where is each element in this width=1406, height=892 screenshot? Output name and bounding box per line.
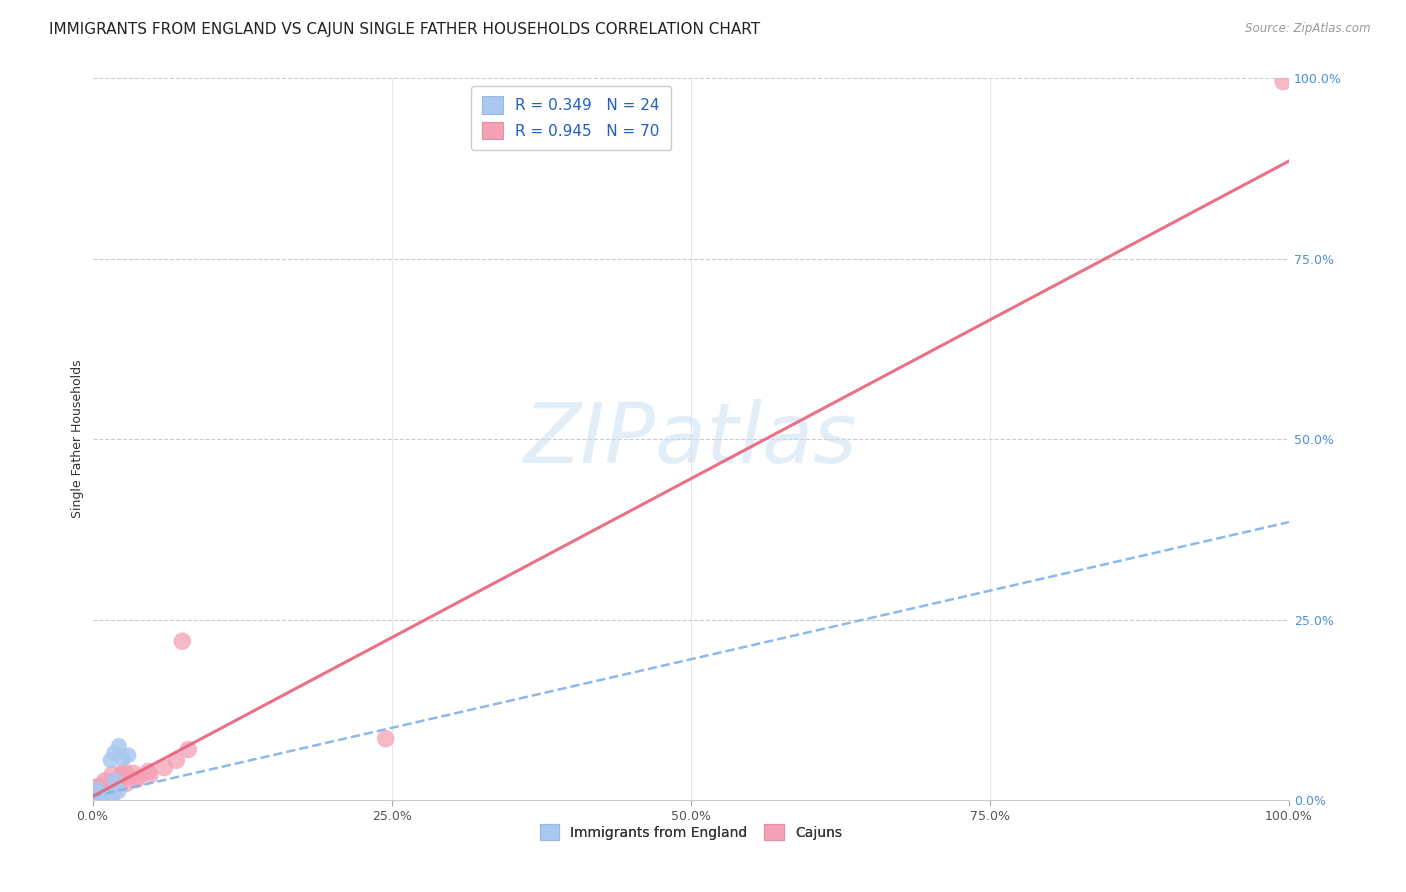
Point [84, 782, 107, 797]
Point [138, 764, 160, 779]
Point [89, 784, 111, 798]
Point [96, 787, 118, 801]
Point [93, 788, 115, 802]
Point [90, 787, 112, 801]
Point [86, 780, 108, 795]
Point [139, 768, 162, 782]
Point [89, 793, 111, 807]
Point [112, 767, 135, 781]
Point [82, 793, 104, 807]
Point [86, 793, 108, 807]
Point [165, 753, 187, 767]
Point [86, 782, 108, 797]
Point [82, 793, 104, 807]
Point [101, 767, 124, 781]
Point [94, 785, 117, 799]
Point [104, 773, 127, 788]
Point [89, 789, 111, 804]
Point [112, 764, 135, 778]
Point [84, 788, 107, 802]
Point [91, 778, 114, 792]
Point [115, 776, 138, 790]
Point [82, 789, 104, 804]
Point [87, 790, 110, 805]
Point [94, 791, 117, 805]
Point [1272, 74, 1295, 88]
Point [111, 767, 134, 781]
Point [84, 780, 107, 795]
Point [83, 784, 105, 798]
Point [108, 776, 131, 790]
Point [90, 785, 112, 799]
Point [83, 791, 105, 805]
Point [83, 793, 105, 807]
Point [90, 791, 112, 805]
Point [111, 751, 134, 765]
Point [82, 792, 104, 806]
Point [87, 786, 110, 800]
Point [94, 773, 117, 788]
Legend: Immigrants from England, Cajuns: Immigrants from England, Cajuns [533, 817, 849, 847]
Point [122, 766, 145, 780]
Point [84, 789, 107, 804]
Point [100, 753, 122, 767]
Point [84, 793, 107, 807]
Point [84, 793, 107, 807]
Point [98, 788, 121, 802]
Point [103, 777, 125, 791]
Point [84, 793, 107, 807]
Point [83, 792, 105, 806]
Point [101, 784, 124, 798]
Point [83, 793, 105, 807]
Point [86, 793, 108, 807]
Point [89, 793, 111, 807]
Point [103, 774, 125, 789]
Point [82, 793, 104, 807]
Point [83, 784, 105, 798]
Point [90, 789, 112, 804]
Point [90, 793, 112, 807]
Point [177, 742, 200, 756]
Point [86, 793, 108, 807]
Point [103, 780, 125, 794]
Point [87, 793, 110, 807]
Point [100, 793, 122, 807]
Point [108, 739, 131, 753]
Text: ZIPatlas: ZIPatlas [524, 399, 858, 480]
Point [104, 780, 127, 794]
Point [82, 789, 104, 804]
Point [83, 788, 105, 802]
Point [87, 791, 110, 805]
Point [101, 778, 124, 792]
Point [94, 790, 117, 805]
Point [153, 761, 176, 775]
Text: Source: ZipAtlas.com: Source: ZipAtlas.com [1246, 22, 1371, 36]
Point [86, 787, 108, 801]
Point [101, 786, 124, 800]
Y-axis label: Single Father Households: Single Father Households [72, 359, 84, 518]
Point [91, 789, 114, 804]
Point [117, 748, 139, 763]
Point [93, 789, 115, 803]
Point [84, 790, 107, 805]
Point [374, 731, 396, 746]
Point [107, 784, 129, 798]
Point [82, 793, 104, 807]
Point [87, 793, 110, 807]
Point [125, 772, 148, 787]
Point [97, 790, 120, 805]
Point [127, 771, 149, 785]
Point [91, 793, 114, 807]
Point [93, 793, 115, 807]
Text: IMMIGRANTS FROM ENGLAND VS CAJUN SINGLE FATHER HOUSEHOLDS CORRELATION CHART: IMMIGRANTS FROM ENGLAND VS CAJUN SINGLE … [49, 22, 761, 37]
Point [86, 783, 108, 797]
Point [172, 634, 194, 648]
Point [89, 789, 111, 803]
Point [84, 793, 107, 807]
Point [103, 746, 125, 760]
Point [91, 793, 114, 807]
Point [101, 793, 124, 807]
